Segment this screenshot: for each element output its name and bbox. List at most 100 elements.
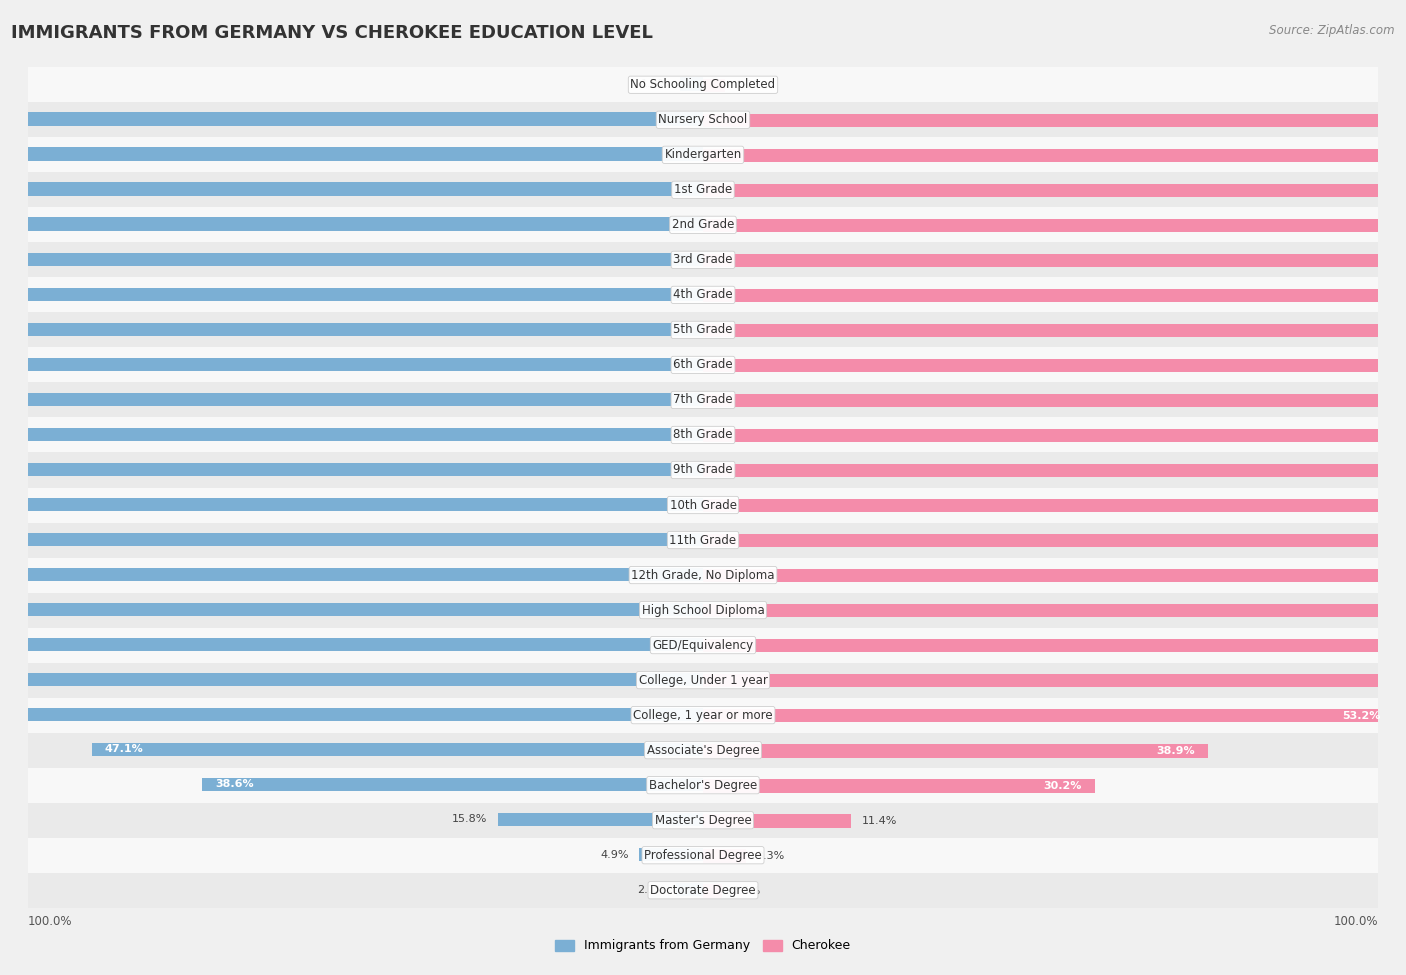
Bar [0, 147, 703, 161]
Text: 38.9%: 38.9% [1156, 746, 1195, 756]
Bar [676, 883, 703, 896]
Bar [91, 743, 703, 756]
Text: 100.0%: 100.0% [28, 916, 73, 928]
Text: 8th Grade: 8th Grade [673, 428, 733, 442]
Bar [0, 593, 1406, 628]
Bar [703, 814, 851, 828]
Text: 1.8%: 1.8% [641, 79, 669, 89]
Bar [703, 849, 745, 863]
Bar [0, 67, 1406, 102]
Text: 12th Grade, No Diploma: 12th Grade, No Diploma [631, 568, 775, 581]
Text: 10th Grade: 10th Grade [669, 498, 737, 512]
Bar [0, 663, 1406, 698]
Bar [703, 429, 1406, 443]
Legend: Immigrants from Germany, Cherokee: Immigrants from Germany, Cherokee [550, 934, 856, 957]
Bar [0, 567, 703, 581]
Text: 11.4%: 11.4% [862, 816, 897, 826]
Text: 2.1%: 2.1% [637, 884, 665, 894]
Bar [0, 277, 1406, 312]
Bar [640, 848, 703, 861]
Text: 3rd Grade: 3rd Grade [673, 254, 733, 266]
Bar [0, 673, 703, 686]
Bar [703, 149, 1406, 162]
Bar [703, 534, 1406, 547]
Text: 1st Grade: 1st Grade [673, 183, 733, 196]
Text: 47.1%: 47.1% [104, 745, 143, 755]
Text: 30.2%: 30.2% [1043, 781, 1083, 791]
Text: 3.3%: 3.3% [756, 851, 785, 861]
Text: 100.0%: 100.0% [1333, 916, 1378, 928]
Bar [0, 523, 1406, 558]
Bar [0, 347, 1406, 382]
Bar [0, 708, 703, 722]
Bar [0, 253, 703, 266]
Text: Professional Degree: Professional Degree [644, 848, 762, 862]
Bar [0, 137, 1406, 173]
Bar [0, 628, 1406, 663]
Bar [703, 324, 1406, 337]
Bar [703, 254, 1406, 267]
Bar [0, 382, 1406, 417]
Bar [0, 393, 703, 406]
Bar [0, 243, 1406, 277]
Text: 53.2%: 53.2% [1343, 711, 1381, 721]
Bar [0, 358, 703, 370]
Bar [0, 182, 703, 196]
Text: Nursery School: Nursery School [658, 113, 748, 127]
Bar [0, 603, 703, 616]
Text: College, 1 year or more: College, 1 year or more [633, 709, 773, 722]
Text: Kindergarten: Kindergarten [665, 148, 741, 161]
Bar [703, 640, 1406, 652]
Bar [703, 359, 1406, 372]
Bar [703, 744, 1208, 758]
Bar [703, 674, 1406, 687]
Text: 4.9%: 4.9% [600, 849, 628, 860]
Bar [0, 873, 1406, 908]
Bar [703, 709, 1393, 722]
Bar [703, 604, 1406, 617]
Bar [0, 802, 1406, 838]
Bar [0, 838, 1406, 873]
Bar [703, 884, 723, 898]
Text: IMMIGRANTS FROM GERMANY VS CHEROKEE EDUCATION LEVEL: IMMIGRANTS FROM GERMANY VS CHEROKEE EDUC… [11, 24, 654, 42]
Bar [0, 558, 1406, 593]
Text: College, Under 1 year: College, Under 1 year [638, 674, 768, 686]
Bar [0, 497, 703, 511]
Text: 9th Grade: 9th Grade [673, 463, 733, 477]
Text: 2nd Grade: 2nd Grade [672, 218, 734, 231]
Bar [703, 114, 1406, 127]
Bar [0, 638, 703, 651]
Text: 6th Grade: 6th Grade [673, 359, 733, 371]
Text: Associate's Degree: Associate's Degree [647, 744, 759, 757]
Bar [703, 464, 1406, 478]
Bar [703, 569, 1406, 582]
Bar [703, 184, 1406, 197]
Text: 38.6%: 38.6% [215, 779, 253, 790]
Bar [703, 289, 1406, 302]
Text: No Schooling Completed: No Schooling Completed [630, 78, 776, 92]
Bar [0, 452, 1406, 488]
Bar [498, 813, 703, 826]
Text: 15.8%: 15.8% [453, 814, 488, 825]
Bar [0, 102, 1406, 137]
Text: 7th Grade: 7th Grade [673, 394, 733, 407]
Bar [0, 112, 703, 126]
Bar [0, 428, 703, 441]
Bar [703, 779, 1095, 793]
Bar [0, 173, 1406, 208]
Bar [703, 499, 1406, 513]
Text: Master's Degree: Master's Degree [655, 814, 751, 827]
Text: 5th Grade: 5th Grade [673, 324, 733, 336]
Bar [0, 698, 1406, 732]
Text: Source: ZipAtlas.com: Source: ZipAtlas.com [1270, 24, 1395, 37]
Text: 1.7%: 1.7% [735, 81, 763, 91]
Bar [703, 219, 1406, 232]
Bar [0, 732, 1406, 767]
Bar [0, 323, 703, 335]
Bar [703, 394, 1406, 408]
Bar [679, 77, 703, 91]
Bar [0, 532, 703, 546]
Bar [202, 778, 703, 791]
Text: 4th Grade: 4th Grade [673, 289, 733, 301]
Bar [703, 79, 725, 92]
